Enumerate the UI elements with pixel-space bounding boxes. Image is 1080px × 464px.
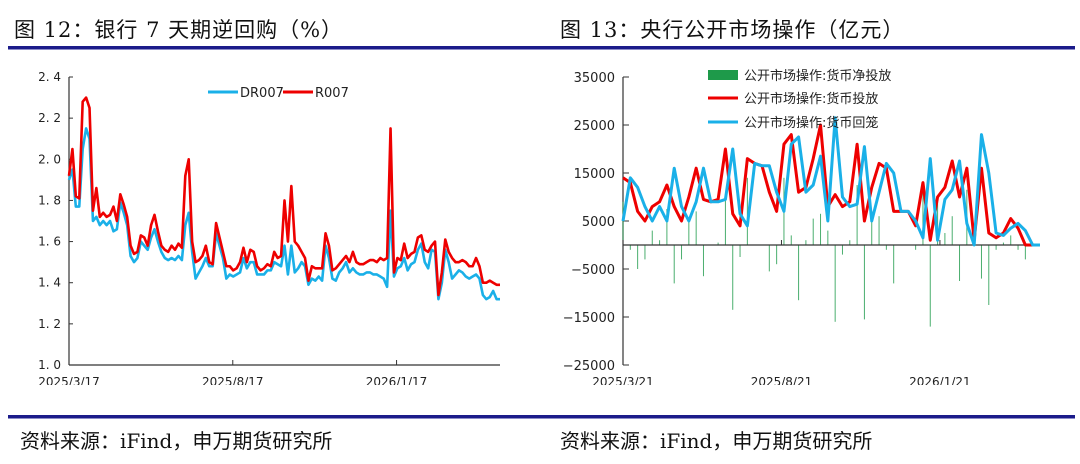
y-tick-label: 25000 — [574, 119, 615, 134]
header-rule — [8, 46, 1075, 50]
left-source: 资料来源：iFind，申万期货研究所 — [20, 429, 333, 453]
x-tick-label: 2026/1/21 — [909, 375, 971, 385]
right-source: 资料来源：iFind，申万期货研究所 — [560, 429, 873, 453]
open-market-chart: −25000 −15000 −5000 5000 15000 25000 35000 2025… — [563, 68, 1040, 385]
y-tick-label: 2. 0 — [38, 152, 61, 166]
legend-r007-label: R007 — [315, 86, 349, 101]
y-tick-label: 35000 — [574, 71, 615, 86]
y-tick-label: 1. 4 — [38, 276, 61, 290]
series-withdrawal — [621, 116, 1040, 247]
x-tick-label: 2026/1/17 — [366, 375, 428, 385]
right-chart-title: 图 13：央行公开市场操作（亿元） — [560, 18, 905, 42]
y-tick-label: −15000 — [563, 311, 615, 326]
y-tick-label: 2. 4 — [38, 70, 61, 84]
y-tick-label: 5000 — [582, 215, 615, 230]
legend-investment-label: 公开市场操作:货币投放 — [744, 91, 878, 107]
left-chart-title: 图 12：银行 7 天期逆回购（%） — [14, 18, 344, 42]
y-tick-label: −25000 — [563, 359, 615, 374]
x-tick-label: 2025/3/17 — [38, 375, 100, 385]
series-investment — [622, 123, 1040, 247]
y-tick-label: 1. 8 — [38, 193, 61, 207]
series-r007 — [67, 96, 500, 297]
y-tick-label: 1. 0 — [38, 358, 61, 372]
legend-dr007-label: DR007 — [240, 86, 284, 101]
y-tick-label: 1. 6 — [38, 235, 61, 249]
legend-net-swatch — [708, 70, 738, 80]
x-tick-label: 2025/8/21 — [751, 375, 813, 385]
y-tick-label: −5000 — [571, 263, 615, 278]
y-tick-label: 1. 2 — [38, 317, 61, 331]
x-tick-label: 2025/3/21 — [592, 375, 654, 385]
dr007-r007-chart: 1. 0 1. 2 1. 4 1. 6 1. 8 2. 0 2. 2 2. 4 2025/3/1… — [38, 70, 500, 385]
legend-net-label: 公开市场操作:货币净投放 — [744, 68, 891, 84]
footer-rule — [8, 415, 1075, 419]
y-tick-label: 2. 2 — [38, 111, 61, 125]
legend-withdrawal-label: 公开市场操作:货币回笼 — [744, 115, 878, 131]
x-tick-label: 2025/8/17 — [202, 375, 264, 385]
y-tick-label: 15000 — [574, 167, 615, 182]
